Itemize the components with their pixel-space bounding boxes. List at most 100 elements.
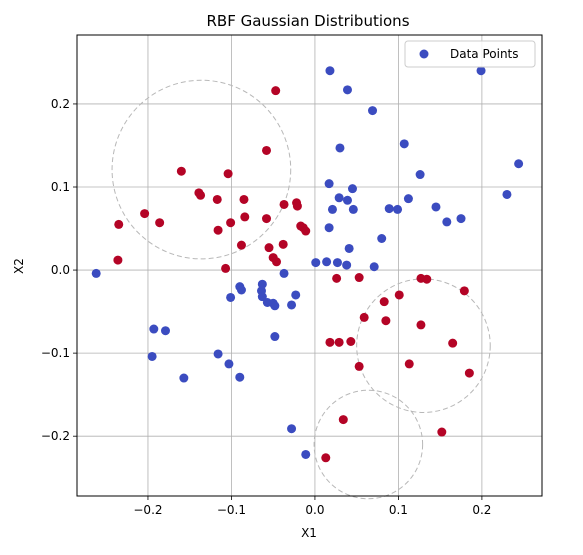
data-point	[264, 243, 274, 253]
data-point	[270, 301, 280, 311]
rbf-circle	[111, 79, 292, 260]
data-point	[335, 143, 345, 153]
data-point	[262, 214, 272, 224]
data-point	[514, 159, 524, 169]
data-point	[196, 190, 206, 200]
data-point	[379, 297, 389, 307]
data-point	[377, 234, 387, 244]
data-point	[327, 204, 337, 214]
data-point	[239, 194, 249, 204]
data-point	[416, 320, 426, 330]
legend-box	[404, 40, 536, 68]
data-point	[114, 219, 124, 229]
data-point	[404, 359, 414, 369]
legend: Data Points	[404, 40, 536, 68]
data-point	[291, 290, 301, 300]
data-point	[368, 106, 378, 116]
data-point	[321, 453, 331, 463]
data-point	[342, 195, 352, 205]
data-point	[456, 214, 466, 224]
data-point	[236, 240, 246, 250]
data-point	[149, 324, 159, 334]
data-point	[431, 202, 441, 212]
data-point	[271, 86, 281, 96]
data-point	[179, 373, 189, 383]
data-point	[262, 145, 272, 155]
data-point	[226, 218, 236, 228]
x-tick-label: 0.1	[389, 503, 408, 517]
data-point	[338, 415, 348, 425]
x-axis-label: X1	[301, 526, 317, 540]
data-point	[140, 209, 150, 219]
data-points	[91, 66, 524, 463]
data-point	[422, 274, 432, 284]
data-point	[160, 326, 170, 336]
data-point	[226, 292, 236, 302]
data-point	[287, 300, 297, 310]
data-point	[176, 166, 186, 176]
y-tick-label: 0.1	[51, 180, 70, 194]
data-point	[113, 255, 123, 265]
data-point	[459, 286, 469, 296]
data-point	[384, 204, 394, 214]
data-point	[301, 449, 311, 459]
data-point	[212, 194, 222, 204]
data-point	[476, 66, 486, 76]
data-point	[381, 316, 391, 326]
data-point	[311, 258, 321, 268]
data-point	[236, 285, 246, 295]
y-tick-label: 0.2	[51, 97, 70, 111]
data-point	[322, 257, 332, 267]
data-point	[213, 349, 223, 359]
y-tick-label: −0.2	[41, 429, 70, 443]
y-tick-label: −0.1	[41, 346, 70, 360]
data-point	[278, 239, 288, 249]
data-point	[393, 204, 403, 214]
data-point	[348, 204, 358, 214]
data-point	[224, 359, 234, 369]
axis-ticks: −0.2 −0.1 0.0 0.1 0.2 −0.2 −0.1 0.0 0.1 0.2	[41, 97, 492, 517]
data-point	[437, 427, 447, 437]
data-point	[279, 199, 289, 209]
data-point	[147, 351, 157, 361]
y-tick-label: 0.0	[51, 263, 70, 277]
data-point	[334, 193, 344, 203]
data-point	[334, 337, 344, 347]
data-point	[442, 217, 452, 227]
data-point	[344, 243, 354, 253]
data-point	[448, 338, 458, 348]
data-point	[346, 337, 356, 347]
data-point	[292, 201, 302, 211]
data-point	[464, 368, 474, 378]
plot-frame	[76, 34, 543, 497]
y-axis-label: X2	[12, 258, 26, 274]
data-point	[399, 139, 409, 149]
data-point	[155, 218, 165, 228]
data-point	[324, 223, 334, 233]
legend-marker	[419, 49, 429, 59]
legend-label: Data Points	[450, 47, 519, 61]
data-point	[325, 337, 335, 347]
data-point	[91, 268, 101, 278]
data-point	[324, 179, 334, 189]
data-point	[257, 292, 267, 302]
rbf-circle	[313, 389, 424, 500]
data-point	[354, 273, 364, 283]
data-point	[240, 212, 250, 222]
chart-title: RBF Gaussian Distributions	[206, 12, 409, 30]
data-point	[279, 268, 289, 278]
data-point	[257, 279, 267, 289]
data-point	[415, 170, 425, 180]
data-point	[213, 225, 223, 235]
data-point	[235, 372, 245, 382]
data-point	[354, 361, 364, 371]
data-point	[301, 226, 311, 236]
data-point	[332, 258, 342, 268]
data-point	[287, 424, 297, 434]
data-point	[359, 312, 369, 322]
data-point	[221, 263, 231, 273]
x-tick-label: −0.1	[217, 503, 246, 517]
data-point	[347, 184, 357, 194]
